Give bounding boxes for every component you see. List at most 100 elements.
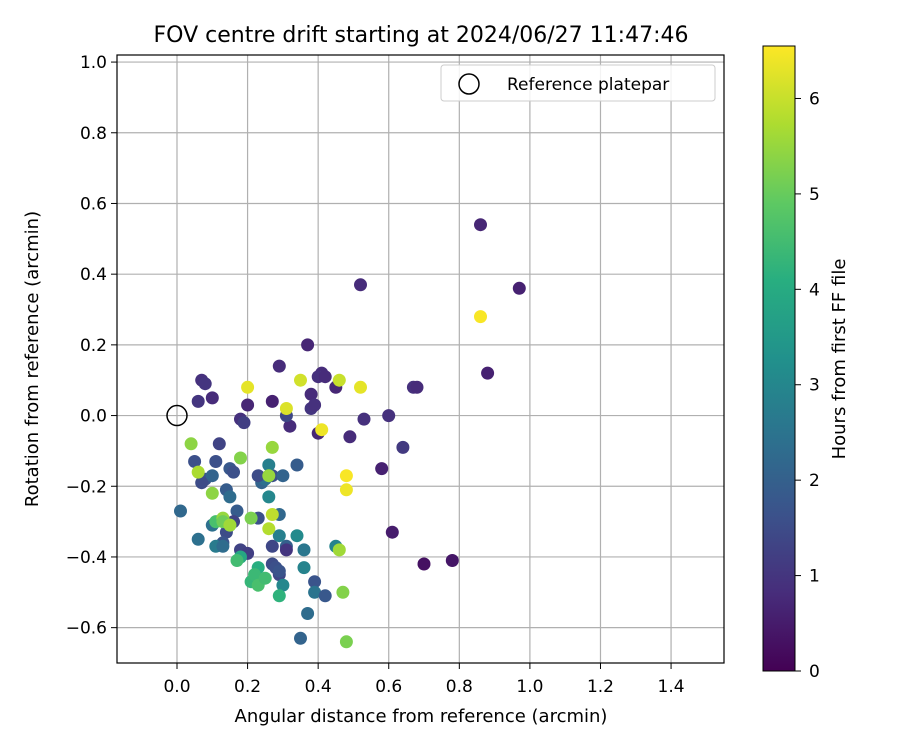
scatter-point (301, 607, 315, 620)
scatter-point (339, 635, 353, 649)
scatter-point (237, 416, 251, 430)
chart-title: FOV centre drift starting at 2024/06/27 … (154, 23, 689, 48)
x-axis-ticks: 0.0 0.2 0.4 0.6 0.8 1.0 1.2 1.4 (163, 663, 685, 697)
scatter-point (223, 490, 237, 504)
y-tick-label: 0.6 (80, 194, 107, 214)
scatter-point (294, 373, 307, 387)
scatter-point (272, 359, 286, 373)
scatter-point (290, 458, 304, 472)
scatter-point (297, 561, 311, 575)
x-tick-label: 1.0 (516, 677, 543, 697)
scatter-point (339, 483, 353, 497)
legend-marker-reference (458, 73, 480, 95)
scatter-point (279, 543, 293, 557)
data-points (174, 218, 526, 649)
scatter-point (290, 529, 304, 543)
scatter-point (445, 554, 459, 567)
scatter-point (294, 631, 307, 645)
scatter-point (188, 455, 202, 468)
scatter-point (265, 539, 279, 553)
y-tick-label: 1.0 (80, 53, 107, 73)
scatter-point (272, 589, 286, 603)
x-tick-label: 1.2 (587, 677, 614, 697)
y-axis-label: Rotation from reference (arcmin) (22, 211, 43, 507)
plot-frame (116, 54, 725, 664)
y-axis-ticks: −0.6 −0.4 −0.2 0.0 0.2 0.4 0.6 0.8 1.0 (66, 53, 117, 639)
scatter-point (410, 380, 424, 394)
scatter-point (262, 522, 276, 536)
scatter-point (230, 554, 244, 567)
scatter-point (262, 458, 276, 472)
scatter-point (417, 557, 431, 571)
scatter-point (304, 387, 318, 401)
scatter-point (474, 218, 487, 232)
scatter-point (205, 469, 219, 483)
scatter-point (184, 437, 198, 451)
scatter-point (301, 338, 315, 352)
scatter-point (354, 278, 367, 292)
scatter-point (276, 578, 290, 592)
scatter-point (241, 380, 255, 394)
scatter-point (265, 394, 279, 408)
scatter-point (209, 455, 223, 468)
x-tick-label: 0.0 (163, 677, 190, 697)
scatter-point (265, 440, 279, 454)
reference-marker (166, 404, 188, 427)
scatter-point (512, 281, 526, 295)
scatter-point (272, 564, 286, 578)
scatter-point (276, 469, 290, 483)
scatter-point (357, 412, 371, 426)
scatter-point (234, 451, 247, 465)
scatter-point (315, 423, 329, 437)
scatter-point (283, 419, 297, 433)
y-tick-label: 0.8 (80, 124, 107, 144)
scatter-point (343, 430, 357, 444)
scatter-point (354, 380, 367, 394)
x-tick-label: 0.6 (375, 677, 402, 697)
scatter-point (241, 398, 255, 412)
colorbar-tick-label: 6 (809, 89, 820, 109)
colorbar-tick-label: 2 (809, 471, 820, 491)
colorbar-tick-label: 0 (809, 662, 820, 682)
colorbar-tick-label: 3 (809, 376, 820, 396)
scatter-point (272, 529, 286, 543)
scatter-point (297, 543, 311, 557)
scatter-point (279, 402, 293, 415)
scatter-point (382, 409, 396, 423)
scatter-point (212, 437, 226, 451)
scatter-point (318, 370, 332, 384)
colorbar-gradient (762, 45, 796, 672)
scatter-point (205, 391, 219, 405)
scatter-point (248, 568, 262, 582)
scatter-point (318, 589, 332, 603)
colorbar: 0 1 2 3 4 5 6 Hours from first FF file (762, 45, 850, 682)
scatter-point (223, 518, 237, 532)
scatter-point (195, 476, 209, 490)
x-tick-label: 0.4 (305, 677, 332, 697)
legend-label-reference: Reference platepar (507, 75, 669, 95)
colorbar-tick-label: 1 (809, 567, 820, 587)
scatter-point (227, 465, 240, 479)
x-tick-label: 0.8 (446, 677, 473, 697)
scatter-point (251, 469, 265, 483)
legend-box (440, 64, 716, 102)
colorbar-ticks: 0 1 2 3 4 5 6 (795, 89, 820, 682)
scatter-point (474, 310, 487, 324)
scatter-point (332, 373, 346, 387)
scatter-point (308, 398, 322, 412)
x-tick-label: 1.4 (658, 677, 685, 697)
y-tick-label: −0.6 (66, 619, 107, 639)
scatter-point (385, 525, 399, 539)
grid-lines (117, 55, 724, 663)
scatter-point (481, 366, 495, 380)
y-tick-label: −0.4 (66, 548, 107, 568)
scatter-point (191, 394, 205, 408)
scatter-point (375, 462, 389, 476)
scatter-point (216, 539, 230, 553)
scatter-point (258, 571, 272, 585)
colorbar-tick-label: 4 (809, 280, 820, 300)
x-axis-label: Angular distance from reference (arcmin) (235, 706, 608, 727)
scatter-point (230, 504, 244, 518)
